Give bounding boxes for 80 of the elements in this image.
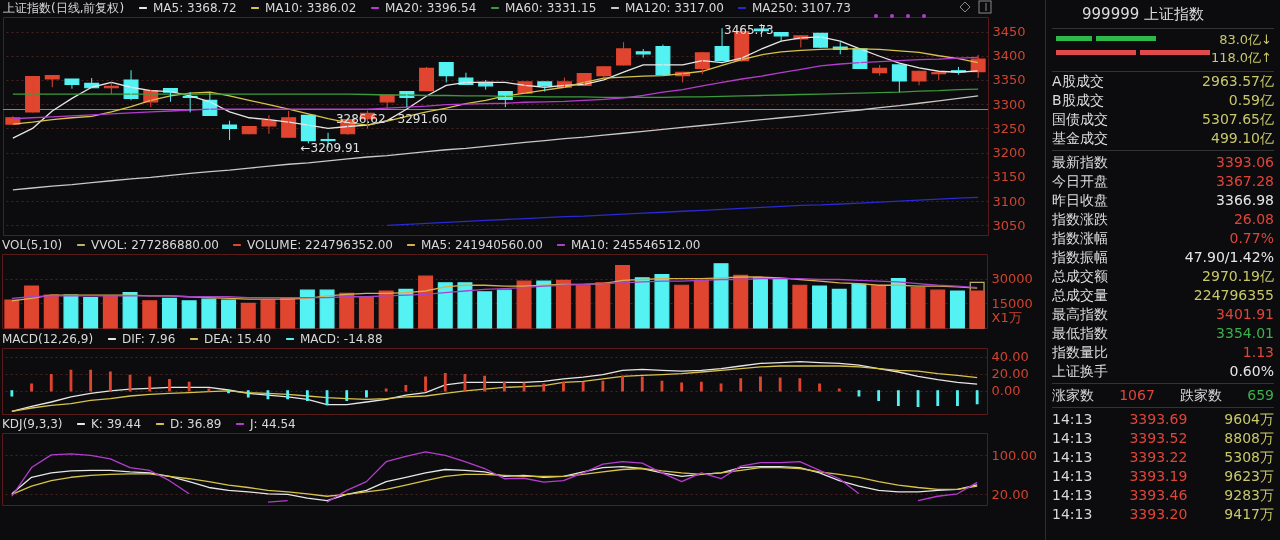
text: 14:13 3393.69 9604万 bbox=[1052, 411, 1274, 427]
category-label: 最新指数 bbox=[1052, 153, 1108, 172]
legend-label: MACD: -14.88 bbox=[300, 332, 383, 346]
text: 3367.28 bbox=[1216, 173, 1274, 189]
legend-label: MA5: 3368.72 bbox=[153, 1, 237, 15]
y-tick-label: 0.00 bbox=[991, 383, 1021, 399]
text: 14:13 3393.20 9417万 bbox=[1052, 506, 1274, 522]
y-tick-label: 3350 bbox=[992, 72, 1026, 88]
category-label: 昨日收盘 bbox=[1052, 191, 1108, 210]
legend-label: MA10: 245546512.00 bbox=[571, 238, 701, 252]
text: 0.77% bbox=[1229, 230, 1274, 246]
text: 118.0亿↑ bbox=[1210, 49, 1272, 67]
y-tick-label: 3100 bbox=[992, 193, 1026, 209]
legend-label: K: 39.44 bbox=[91, 417, 142, 431]
text: 2970.19亿 bbox=[1202, 268, 1274, 284]
y-tick-label: 3400 bbox=[992, 48, 1026, 64]
y-tick-label: 30000 bbox=[991, 271, 1033, 287]
text: 14:13 3393.52 8808万 bbox=[1052, 430, 1274, 446]
y-tick-label: 3450 bbox=[992, 24, 1026, 40]
legend-label: MA250: 3107.73 bbox=[752, 1, 851, 15]
text: 0.59亿 bbox=[1228, 92, 1274, 108]
y-tick-label: 15000 bbox=[991, 295, 1033, 311]
text: 14:13 3393.22 5308万 bbox=[1052, 449, 1274, 465]
y-tick-label: 3250 bbox=[992, 120, 1026, 136]
y-axis-title: X1万 bbox=[991, 309, 1022, 325]
y-tick-label: 20.00 bbox=[991, 366, 1029, 382]
y-tick-label: 3300 bbox=[992, 96, 1026, 112]
category-label: 国债成交 bbox=[1052, 110, 1108, 129]
category-label: 指数量比 bbox=[1052, 343, 1108, 362]
category-label: 最高指数 bbox=[1052, 305, 1108, 324]
category-label: 总成交额 bbox=[1052, 267, 1108, 286]
text: 83.0亿↓ bbox=[1219, 31, 1272, 49]
legend-label: MA5: 241940560.00 bbox=[421, 238, 543, 252]
legend-label: VOLUME: 224796352.00 bbox=[247, 238, 393, 252]
y-tick-label: 3200 bbox=[992, 145, 1026, 161]
text: 3366.98 bbox=[1216, 192, 1274, 208]
legend-label: MA120: 3317.00 bbox=[625, 1, 724, 15]
text: 14:13 3393.19 9623万 bbox=[1052, 468, 1274, 484]
legend-label: J: 44.54 bbox=[249, 417, 296, 431]
category-label: B股成交 bbox=[1052, 91, 1104, 110]
text: 0.60% bbox=[1229, 363, 1274, 379]
text: 5307.65亿 bbox=[1202, 111, 1274, 127]
text: 999999 上证指数 bbox=[1052, 0, 1274, 29]
legend-label: MA60: 3331.15 bbox=[505, 1, 597, 15]
category-label: 指数涨幅 bbox=[1052, 229, 1108, 248]
y-tick-label: 40.00 bbox=[991, 349, 1029, 365]
legend-label: MA20: 3396.54 bbox=[385, 1, 477, 15]
text: 涨家数 1067 跌家数 659 bbox=[1052, 387, 1274, 403]
text: 3393.06 bbox=[1216, 154, 1274, 170]
legend-label: VVOL: 277286880.00 bbox=[91, 238, 219, 252]
text: 26.08 bbox=[1233, 211, 1274, 227]
y-tick-label: 100.00 bbox=[991, 447, 1037, 463]
text: 1.13 bbox=[1242, 344, 1274, 360]
legend-label: D: 36.89 bbox=[170, 417, 222, 431]
chart-title: MACD(12,26,9) bbox=[2, 332, 94, 346]
legend-label: DIF: 7.96 bbox=[122, 332, 176, 346]
category-label: 今日开盘 bbox=[1052, 172, 1108, 191]
category-label: 基金成交 bbox=[1052, 129, 1108, 148]
category-label: 指数涨跌 bbox=[1052, 210, 1108, 229]
legend-label: MA10: 3386.02 bbox=[265, 1, 357, 15]
chart-title: 上证指数(日线,前复权) bbox=[3, 1, 125, 15]
text: 499.10亿 bbox=[1211, 130, 1274, 146]
text: 14:13 3393.46 9283万 bbox=[1052, 487, 1274, 503]
annotation: ←3209.91 bbox=[300, 140, 361, 155]
y-tick-label: 3150 bbox=[992, 169, 1026, 185]
category-label: 总成交量 bbox=[1052, 286, 1108, 305]
y-tick-label: 20.00 bbox=[991, 486, 1029, 502]
text: 47.90/1.42% bbox=[1184, 249, 1274, 265]
text: 3401.91 bbox=[1216, 306, 1274, 322]
chart-title: KDJ(9,3,3) bbox=[2, 417, 63, 431]
category-label: 上证换手 bbox=[1052, 362, 1108, 381]
category-label: 指数振幅 bbox=[1052, 248, 1108, 267]
text: 2963.57亿 bbox=[1202, 73, 1274, 89]
text: 3354.01 bbox=[1216, 325, 1274, 341]
text: 224796355 bbox=[1193, 287, 1274, 303]
y-tick-label: 3050 bbox=[992, 217, 1026, 233]
legend-label: DEA: 15.40 bbox=[204, 332, 272, 346]
category-label: 最低指数 bbox=[1052, 324, 1108, 343]
chart-title: VOL(5,10) bbox=[2, 238, 63, 252]
category-label: A股成交 bbox=[1052, 72, 1104, 91]
